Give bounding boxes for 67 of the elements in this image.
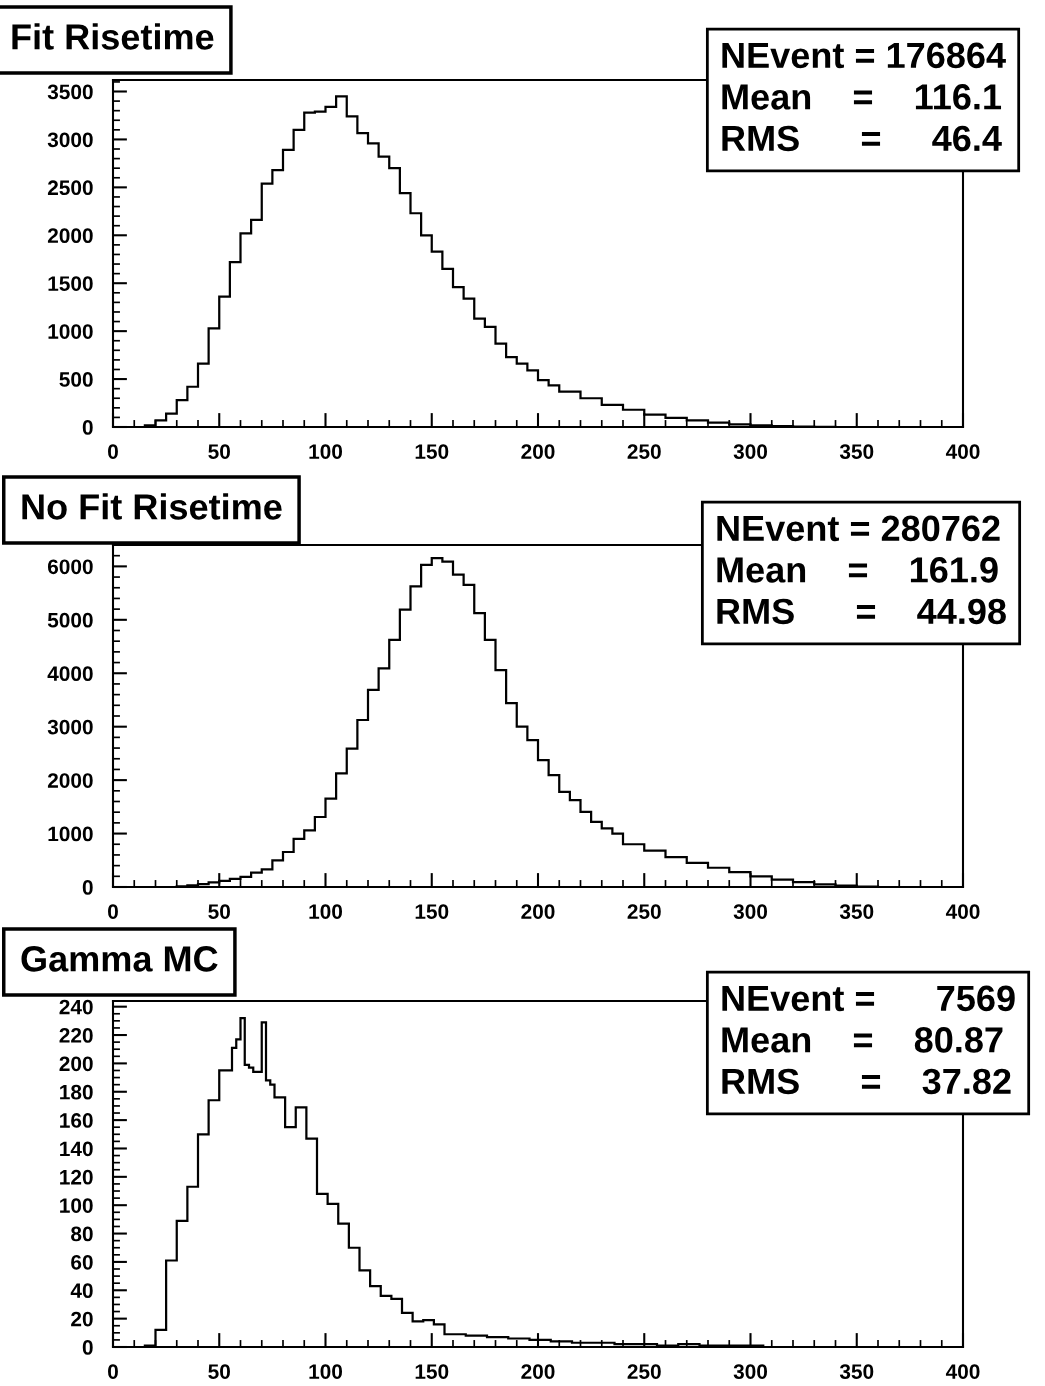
y-tick-label: 140 (60, 1141, 93, 1157)
y-tick-label: 1000 (48, 324, 93, 339)
x-tick-label: 250 (627, 1364, 661, 1379)
x-tick-label: 400 (945, 904, 980, 919)
annotation: RMS = 44.98 (717, 598, 1006, 625)
x-tick-label: 200 (521, 904, 555, 919)
text: NEvent = 176864 (722, 42, 1006, 69)
y-tick-label: 5000 (47, 612, 93, 628)
y-tick-label: 40 (70, 1283, 93, 1299)
y-tick-label: 120 (60, 1169, 93, 1185)
annotation: RMS = 46.4 (722, 125, 1002, 152)
x-tick-label: 150 (415, 1364, 449, 1379)
x-tick-label: 0 (108, 904, 118, 919)
annotation: NEvent = 7569 (722, 985, 1015, 1012)
y-tick-label: 6000 (47, 559, 93, 575)
x-tick-label: 150 (415, 904, 449, 919)
y-tick-label: 500 (59, 372, 93, 387)
x-tick-label: 350 (839, 444, 874, 459)
x-tick-label: 250 (627, 444, 661, 459)
y-tick-label: 240 (59, 999, 93, 1015)
y-tick-label: 2500 (47, 180, 93, 196)
x-tick-label: 250 (627, 904, 661, 919)
y-tick-label: 2000 (47, 773, 93, 788)
x-tick-label: 50 (208, 1364, 230, 1379)
annotation: Mean = 161.9 (717, 557, 998, 583)
x-tick-label: 350 (839, 904, 874, 919)
x-tick-label: 50 (208, 904, 230, 919)
x-tick-label: 50 (208, 444, 230, 459)
y-tick-label: 2000 (47, 228, 93, 244)
y-tick-label: 220 (59, 1028, 93, 1043)
chart-title: Gamma MC (21, 946, 218, 972)
x-tick-label: 150 (415, 444, 449, 459)
y-tick-label: 180 (60, 1084, 93, 1100)
x-tick-label: 100 (309, 904, 343, 919)
chart-title: Fit Risetime (12, 23, 214, 50)
x-tick-label: 300 (733, 1364, 768, 1379)
y-tick-label: 4000 (47, 666, 93, 681)
y-tick-label: 3500 (47, 84, 93, 100)
y-tick-label: 100 (60, 1198, 93, 1213)
y-tick-label: 0 (82, 880, 93, 895)
annotation: RMS = 37.82 (722, 1068, 1011, 1095)
x-tick-label: 0 (108, 1364, 118, 1379)
x-tick-label: 200 (521, 444, 555, 459)
x-tick-label: 350 (839, 1364, 874, 1379)
y-tick-label: 20 (71, 1311, 93, 1327)
x-tick-label: 0 (108, 444, 118, 459)
annotation: Mean = 80.87 (722, 1027, 1003, 1053)
y-tick-label: 3000 (47, 719, 93, 735)
y-tick-label: 0 (82, 1340, 93, 1355)
x-tick-label: 100 (309, 1364, 343, 1379)
text: NEvent = 280762 (717, 515, 1000, 542)
x-tick-label: 400 (945, 1364, 980, 1379)
y-tick-label: 3000 (47, 132, 93, 148)
y-tick-label: 160 (60, 1113, 93, 1128)
y-tick-label: 0 (82, 420, 93, 435)
x-tick-label: 200 (521, 1364, 555, 1379)
x-tick-label: 100 (309, 444, 343, 459)
x-tick-label: 300 (733, 904, 768, 919)
x-tick-label: 300 (733, 444, 768, 459)
y-tick-label: 1000 (48, 826, 93, 842)
y-tick-label: 1500 (48, 276, 93, 291)
y-tick-label: 60 (71, 1254, 93, 1270)
annotation: Mean = 116.1 (722, 84, 1002, 110)
chart-title: No Fit Risetime (22, 493, 282, 520)
y-tick-label: 200 (59, 1056, 93, 1072)
y-tick-label: 80 (71, 1226, 93, 1242)
x-tick-label: 400 (945, 444, 980, 459)
